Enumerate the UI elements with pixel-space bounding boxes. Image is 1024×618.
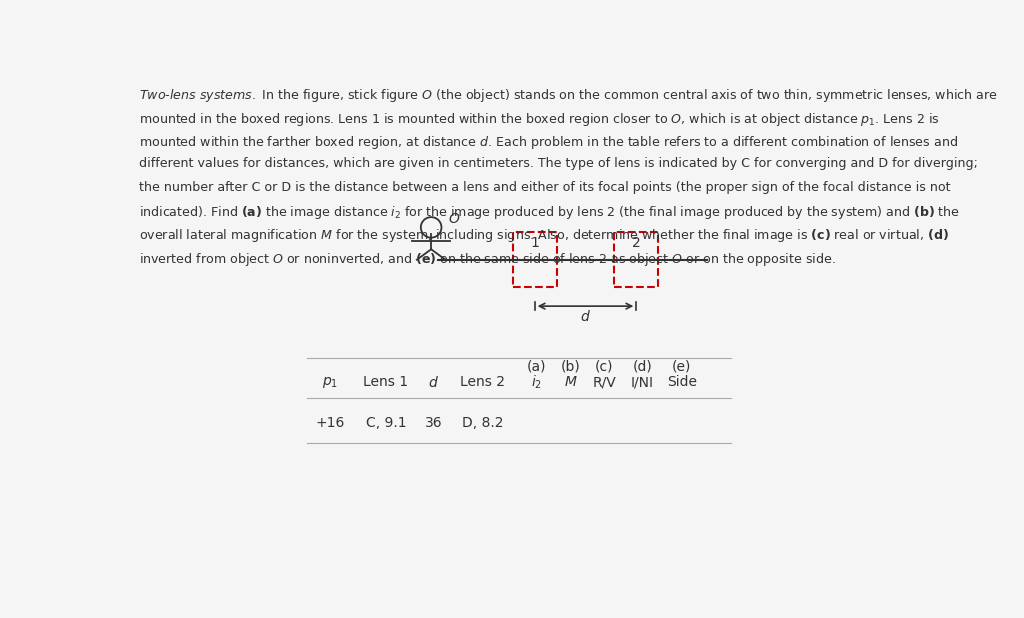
Text: R/V: R/V [592,375,616,389]
Text: $\it{Two\text{-}lens\ systems.}$ In the figure, stick figure $O$ (the object) st: $\it{Two\text{-}lens\ systems.}$ In the … [139,88,997,104]
Text: inverted from object $O$ or noninverted, and $\mathbf{(e)}$ on the same side of : inverted from object $O$ or noninverted,… [139,251,836,268]
Text: (e): (e) [672,360,691,374]
Text: $d$: $d$ [428,375,439,389]
Text: I/NI: I/NI [631,375,653,389]
Text: 36: 36 [425,416,442,430]
Text: $d$: $d$ [580,309,591,324]
Text: (d): (d) [633,360,652,374]
Text: indicated). Find $\mathbf{(a)}$ the image distance $i_2$ for the image produced : indicated). Find $\mathbf{(a)}$ the imag… [139,204,961,221]
Text: $p_1$: $p_1$ [323,375,338,389]
Text: $O$: $O$ [447,213,460,226]
Text: $M$: $M$ [564,375,578,389]
Text: overall lateral magnification $M$ for the system, including signs. Also, determi: overall lateral magnification $M$ for th… [139,227,949,244]
Text: Lens 2: Lens 2 [460,375,505,389]
Text: 2: 2 [632,236,641,250]
Text: mounted within the farther boxed region, at distance $d$. Each problem in the ta: mounted within the farther boxed region,… [139,134,958,151]
Text: the number after C or D is the distance between a lens and either of its focal p: the number after C or D is the distance … [139,180,950,194]
Text: (c): (c) [595,360,613,374]
Text: Side: Side [667,375,697,389]
Bar [614,232,658,287]
Text: C, 9.1: C, 9.1 [366,416,407,430]
Text: +16: +16 [315,416,345,430]
Text: D, 8.2: D, 8.2 [462,416,504,430]
Bar [513,232,557,287]
Text: $i_2$: $i_2$ [531,373,543,391]
Text: mounted in the boxed regions. Lens 1 is mounted within the boxed region closer t: mounted in the boxed regions. Lens 1 is … [139,111,940,128]
Text: different values for distances, which are given in centimeters. The type of lens: different values for distances, which ar… [139,158,978,171]
Text: Lens 1: Lens 1 [364,375,409,389]
Text: 1: 1 [530,236,540,250]
Text: (a): (a) [527,360,547,374]
Text: (b): (b) [561,360,581,374]
